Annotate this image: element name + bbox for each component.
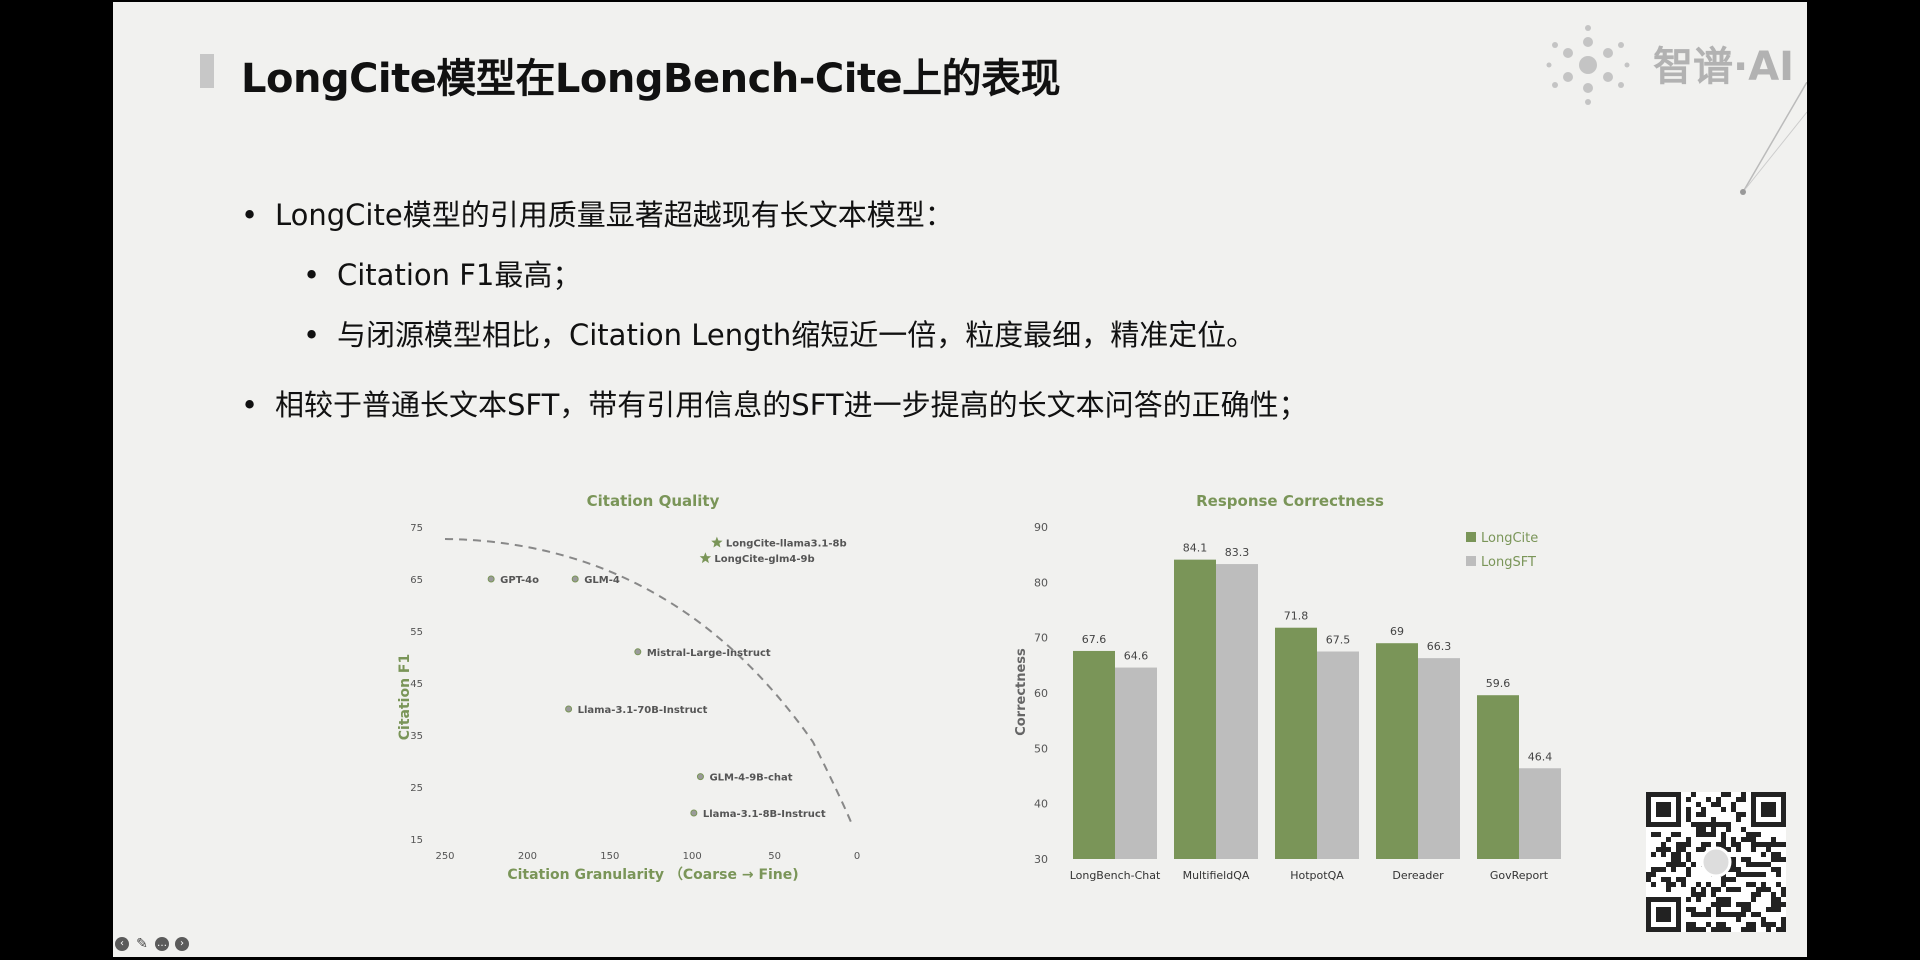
bullet-2: • 相较于普通长文本SFT，带有引用信息的SFT进一步提高的长文本问答的正确性； [241, 388, 1308, 422]
x-tick-label: Dereader [1392, 869, 1444, 882]
scatter-point [487, 575, 495, 583]
bar-value-label: 66.3 [1427, 640, 1452, 653]
x-tick-label: GovReport [1490, 869, 1549, 882]
y-tick-label: 35 [410, 731, 423, 742]
bullet-text: LongCite模型的引用质量显著超越现有长文本模型： [275, 198, 954, 232]
x-tick-label: 200 [518, 851, 537, 862]
y-tick-label: 65 [410, 575, 423, 586]
bullet-1: • LongCite模型的引用质量显著超越现有长文本模型： [241, 198, 954, 232]
y-tick-label: 90 [1034, 521, 1048, 534]
bar-value-label: 59.6 [1486, 677, 1511, 690]
legend-label: LongCite [1481, 531, 1538, 546]
bar-longsft [1317, 651, 1359, 859]
scatter-point-label: LongCite-llama3.1-8b [726, 539, 847, 550]
y-tick-label: 30 [1034, 853, 1048, 866]
legend-swatch [1466, 532, 1476, 542]
scatter-point-label: Mistral-Large-Instruct [647, 648, 771, 659]
y-tick-label: 55 [410, 627, 423, 638]
scatter-point-label: LongCite-glm4-9b [714, 554, 814, 565]
bullet-1-1: • Citation F1最高； [303, 258, 582, 292]
y-tick-label: 80 [1034, 576, 1048, 589]
bullet-text: 与闭源模型相比，Citation Length缩短近一倍，粒度最细，精准定位。 [337, 318, 1256, 352]
bar-longcite [1376, 643, 1418, 859]
bullet-text: Citation F1最高； [337, 258, 582, 292]
slide-title: LongCite模型在LongBench-Cite上的表现 [241, 56, 1061, 102]
chart-title: Citation Quality [587, 492, 720, 510]
bar-longsft [1519, 768, 1561, 859]
zhipu-logo-icon [1546, 25, 1630, 105]
bar-longsft [1216, 564, 1258, 859]
x-tick-label: 100 [683, 851, 702, 862]
bullet-text: 相较于普通长文本SFT，带有引用信息的SFT进一步提高的长文本问答的正确性； [275, 388, 1308, 422]
y-tick-label: 25 [410, 783, 423, 794]
prev-slide-icon[interactable]: ‹ [115, 937, 129, 951]
y-tick-label: 75 [410, 523, 423, 534]
bar-value-label: 46.4 [1528, 750, 1553, 763]
frontier-curve [444, 538, 854, 828]
scatter-point-label: GLM-4 [584, 575, 620, 586]
scatter-point-label: GPT-4o [500, 575, 539, 586]
legend-swatch [1466, 556, 1476, 566]
y-tick-label: 45 [410, 679, 423, 690]
bar-longcite [1275, 627, 1317, 859]
x-tick-label: 50 [768, 851, 781, 862]
qr-code-icon [1646, 792, 1786, 932]
bar-longcite [1073, 650, 1115, 859]
bar-value-label: 64.6 [1124, 650, 1149, 663]
y-tick-label: 70 [1034, 632, 1048, 645]
x-tick-label: LongBench-Chat [1070, 869, 1161, 882]
scatter-point [690, 809, 698, 817]
more-icon[interactable]: … [155, 937, 169, 951]
y-axis-label: Citation F1 [397, 654, 413, 740]
y-tick-label: 15 [410, 835, 423, 846]
scatter-point-label: Llama-3.1-8B-Instruct [703, 809, 826, 820]
scatter-point [571, 575, 579, 583]
bar-longcite [1174, 559, 1216, 859]
chart-title: Response Correctness [1196, 492, 1384, 510]
next-slide-icon[interactable]: › [175, 937, 189, 951]
slide: LongCite模型在LongBench-Cite上的表现 智谱·AI • Lon… [113, 2, 1807, 957]
scatter-point [565, 705, 573, 713]
y-tick-label: 40 [1034, 798, 1048, 811]
y-axis-label: Correctness [1014, 648, 1029, 736]
bar-value-label: 67.6 [1082, 633, 1107, 646]
x-tick-label: 150 [600, 851, 619, 862]
bar-value-label: 84.1 [1183, 542, 1208, 555]
scatter-point-star [711, 536, 723, 548]
y-tick-label: 50 [1034, 742, 1048, 755]
scatter-point-label: Llama-3.1-70B-Instruct [578, 705, 708, 716]
response-correctness-chart: Response Correctness Correctness 30 40 50 6… [1014, 492, 1561, 882]
y-tick-label: 60 [1034, 687, 1048, 700]
x-axis-label: Citation Granularity （Coarse → Fine) [507, 867, 798, 883]
x-tick-label: MultifieldQA [1183, 869, 1250, 882]
scatter-point [634, 648, 642, 656]
scatter-point-label: GLM-4-9B-chat [709, 773, 792, 784]
bar-longcite [1477, 695, 1519, 859]
bar-value-label: 83.3 [1225, 546, 1250, 559]
bar-longsft [1115, 667, 1157, 859]
bullet-1-2: • 与闭源模型相比，Citation Length缩短近一倍，粒度最细，精准定位。 [303, 318, 1256, 352]
scatter-point [696, 773, 704, 781]
bar-value-label: 69 [1390, 625, 1404, 638]
title-accent-bar [200, 54, 214, 88]
citation-quality-chart: Citation Quality Citation F1 Citation Gr… [397, 492, 860, 883]
decor-lines [1740, 82, 1807, 195]
legend-label: LongSFT [1481, 555, 1536, 570]
bar-value-label: 67.5 [1326, 634, 1351, 647]
scatter-point-star [699, 552, 712, 564]
x-tick-label: 0 [854, 851, 860, 862]
bar-longsft [1418, 658, 1460, 859]
x-tick-label: 250 [435, 851, 454, 862]
logo-text: 智谱·AI [1653, 44, 1795, 90]
x-tick-label: HotpotQA [1290, 869, 1344, 882]
pen-icon[interactable]: ✎ [136, 936, 148, 952]
bar-value-label: 71.8 [1284, 610, 1309, 623]
